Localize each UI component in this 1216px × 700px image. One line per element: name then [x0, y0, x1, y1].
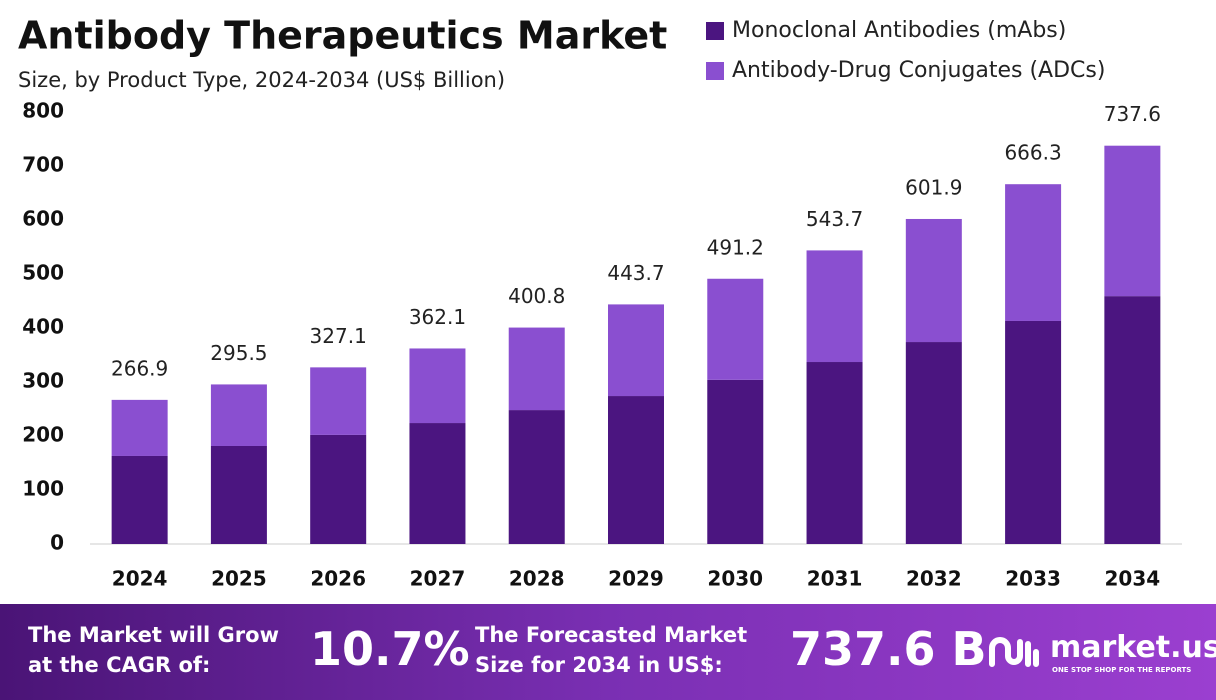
data-label: 543.7 [806, 207, 863, 231]
bar-segment [1104, 145, 1161, 297]
bar-segment [707, 278, 764, 380]
chart: Antibody Therapeutics Market Size, by Pr… [18, 14, 1182, 591]
bar-segment [806, 362, 863, 544]
logo-icon [989, 637, 1039, 667]
chart-subtitle: Size, by Product Type, 2024-2034 (US$ Bi… [18, 68, 505, 92]
legend-swatch [706, 62, 724, 80]
bar-segment [1005, 320, 1062, 544]
bar-segment [310, 367, 367, 435]
data-label: 491.2 [707, 235, 764, 259]
line: Size for 2034 in US$: [475, 653, 723, 677]
bar-segment [508, 327, 565, 411]
data-label: 601.9 [905, 175, 962, 199]
data-label: 362.1 [409, 305, 466, 329]
y-tick-label: 700 [22, 153, 64, 177]
cagr-value: 10.7% [310, 622, 470, 676]
x-tick-label: 2032 [906, 567, 962, 591]
bar-segment [409, 423, 466, 544]
x-tick-label: 2034 [1105, 567, 1161, 591]
y-tick-label: 100 [22, 477, 64, 501]
bar-segment [1005, 184, 1062, 321]
tagline: ONE STOP SHOP FOR THE REPORTS [1052, 666, 1192, 674]
bar-segment [806, 250, 863, 363]
x-tick-label: 2028 [509, 567, 565, 591]
x-tick-label: 2024 [112, 567, 168, 591]
legend-swatch [706, 22, 724, 40]
data-label: 443.7 [607, 261, 664, 285]
forecast-value: 737.6 B [790, 622, 987, 676]
y-tick-label: 0 [50, 531, 64, 555]
bar-segment [508, 410, 565, 544]
y-tick-label: 800 [22, 99, 64, 123]
data-label: 737.6 [1104, 102, 1161, 126]
y-tick-label: 400 [22, 315, 64, 339]
bar-segment [905, 218, 962, 343]
brand: market.us [1050, 630, 1216, 665]
legend-label: Monoclonal Antibodies (mAbs) [732, 18, 1066, 43]
y-tick-label: 600 [22, 207, 64, 231]
x-tick-label: 2029 [608, 567, 664, 591]
x-tick-label: 2027 [410, 567, 466, 591]
forecast-text: The Forecasted Market Size for 2034 in US… [475, 620, 747, 680]
bar-segment [310, 434, 367, 544]
x-tick-label: 2030 [707, 567, 763, 591]
bar-segment [210, 384, 267, 446]
data-label: 327.1 [310, 324, 367, 348]
y-tick-label: 500 [22, 261, 64, 285]
footer: The Market will Grow at the CAGR of: 10.7… [0, 604, 1216, 700]
bar-segment [608, 304, 664, 397]
line: The Market will Grow [28, 623, 279, 647]
bar-segment [905, 342, 962, 544]
data-label: 266.9 [111, 356, 168, 380]
legend-label: Antibody-Drug Conjugates (ADCs) [732, 58, 1105, 83]
bar-segment [707, 379, 764, 544]
bar-segment [210, 445, 267, 544]
bar-segment [111, 399, 168, 456]
line: at the CAGR of: [28, 653, 211, 677]
cagr-text: The Market will Grow at the CAGR of: [28, 620, 279, 680]
data-label: 666.3 [1004, 141, 1061, 165]
chart-title: Antibody Therapeutics Market [18, 14, 667, 58]
bar-segment [409, 348, 466, 424]
line: The Forecasted Market [475, 623, 748, 647]
y-tick-label: 200 [22, 423, 64, 447]
bar-segment [1104, 296, 1161, 544]
data-label: 400.8 [508, 284, 565, 308]
bar-segment [111, 455, 168, 544]
x-tick-label: 2026 [310, 567, 366, 591]
y-tick-label: 300 [22, 369, 64, 393]
x-tick-label: 2033 [1005, 567, 1061, 591]
bar-segment [608, 396, 664, 544]
x-tick-label: 2025 [211, 567, 267, 591]
data-label: 295.5 [210, 341, 267, 365]
x-tick-label: 2031 [807, 567, 863, 591]
